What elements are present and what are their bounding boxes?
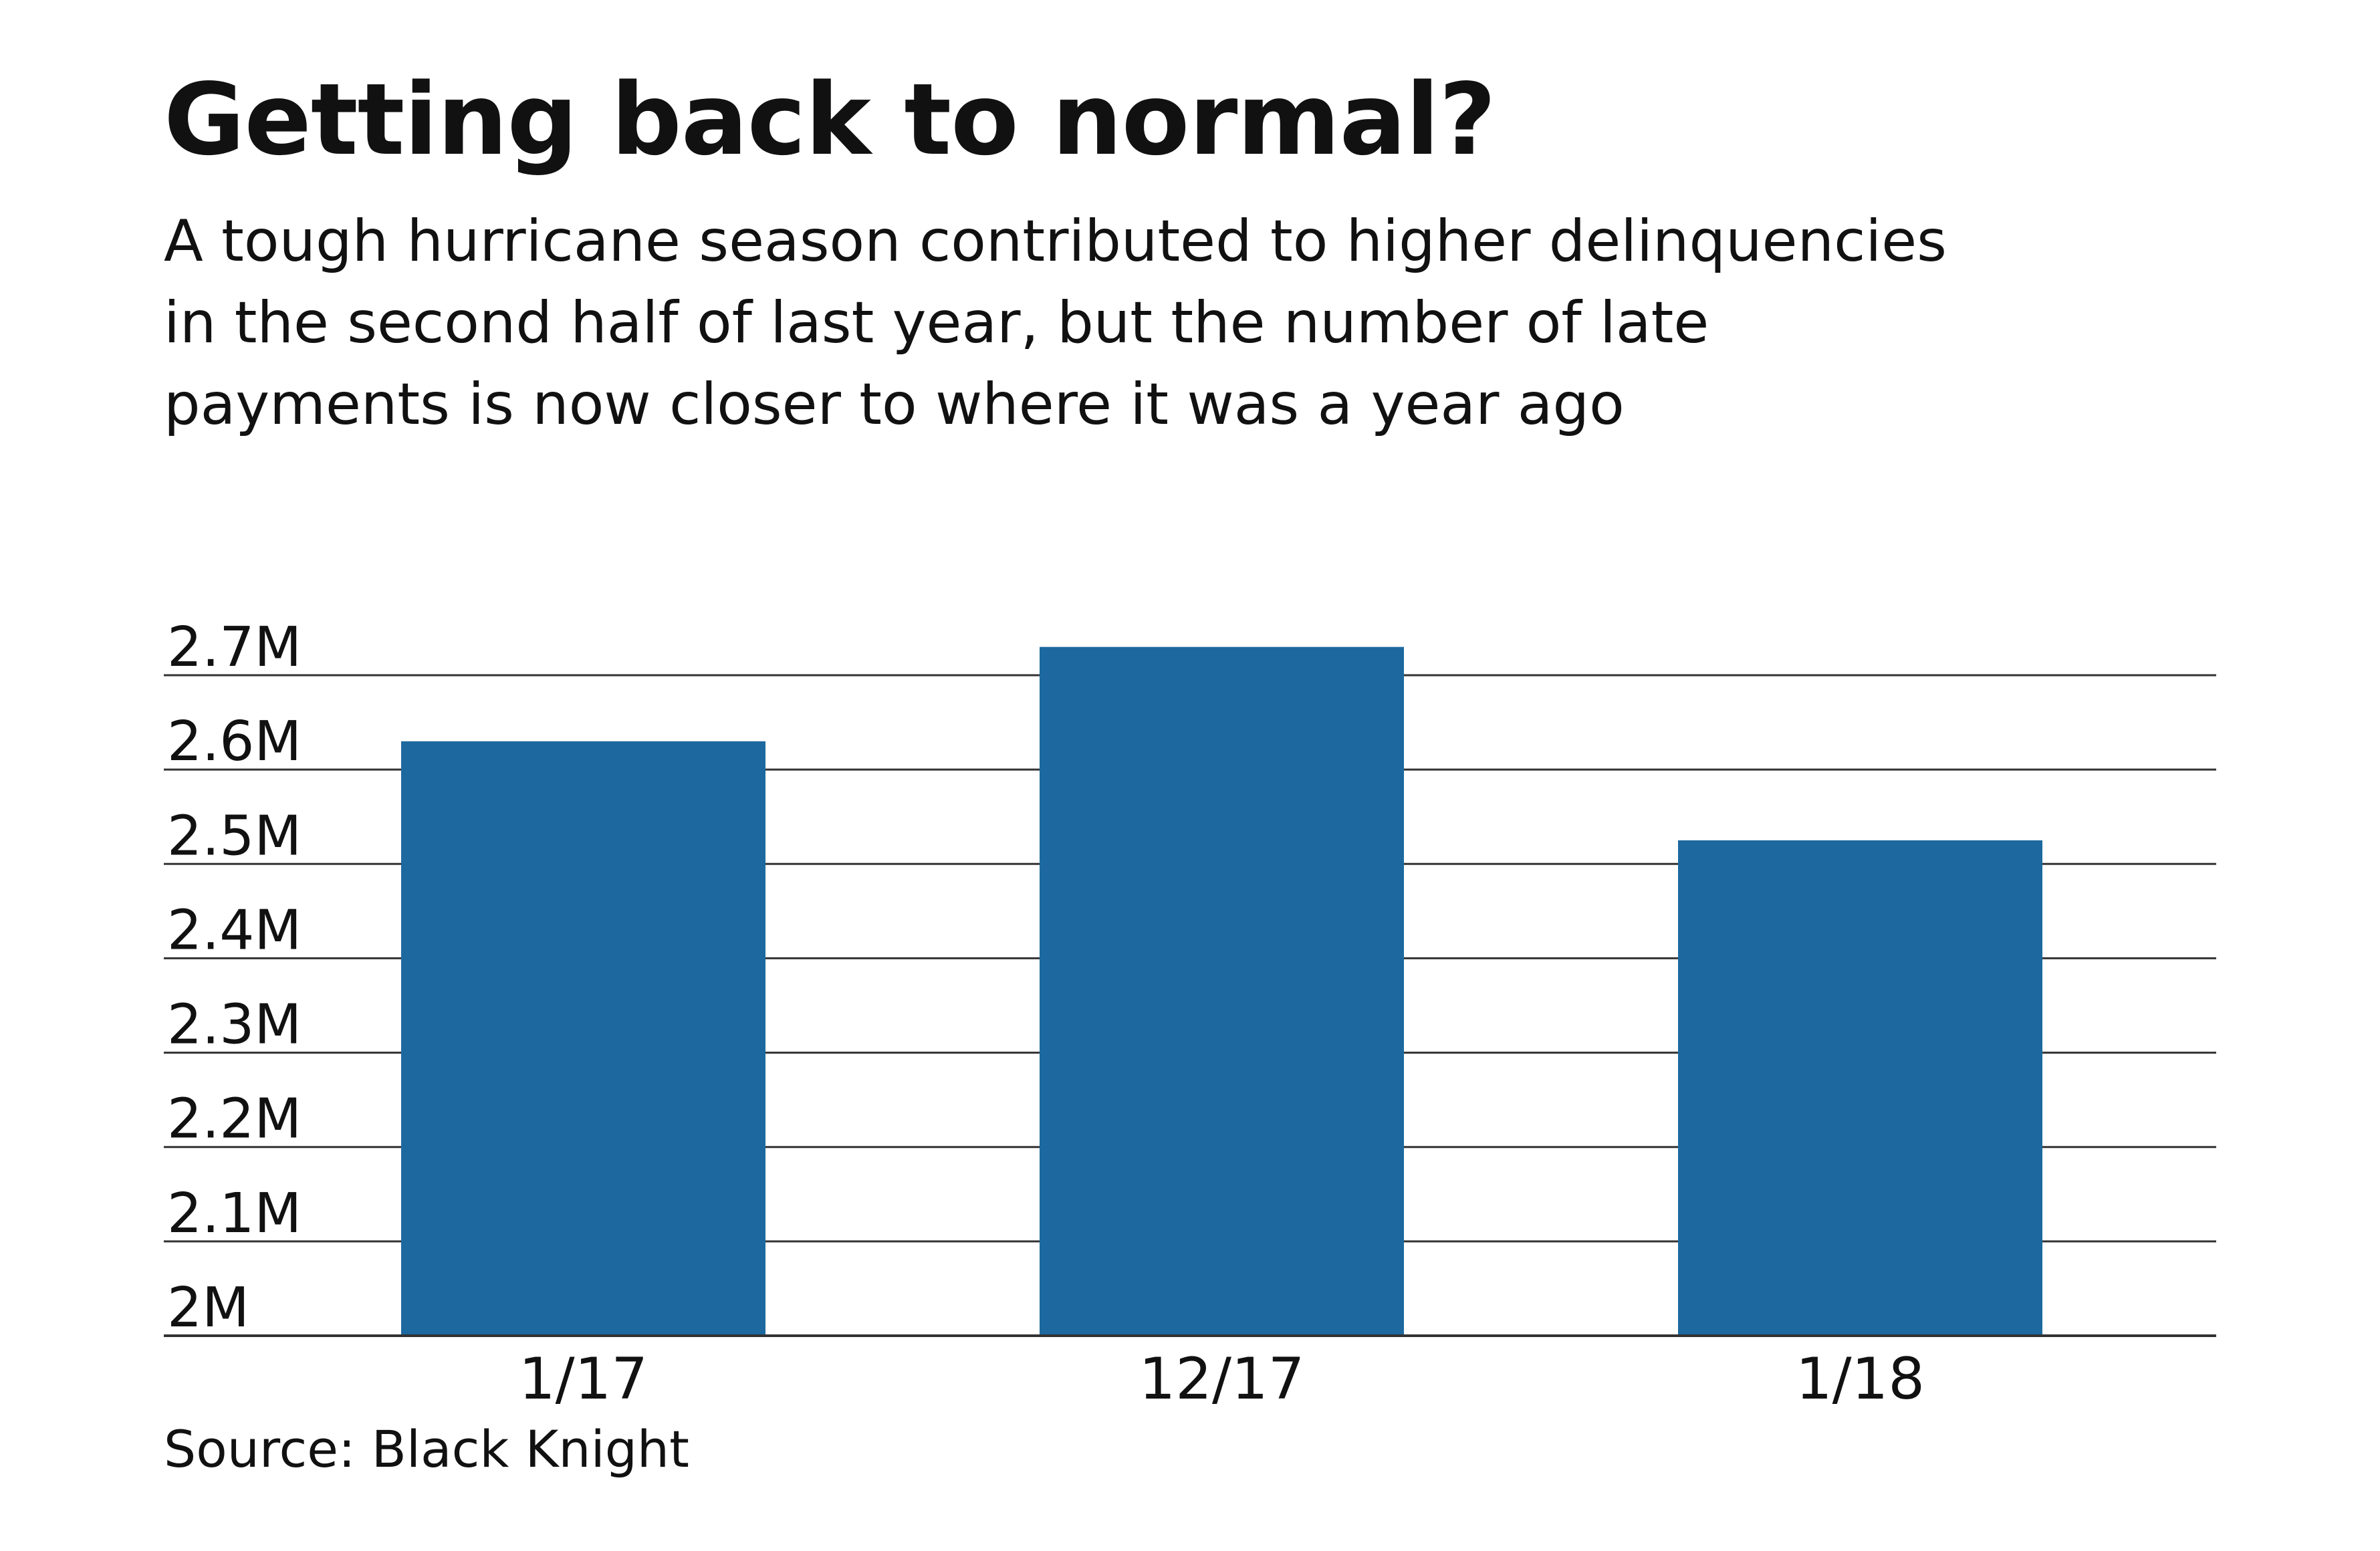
subtitle-line: A tough hurricane season contributed to … xyxy=(164,208,1947,275)
y-axis-labels: 2M 2.1M 2.2M 2.3M 2.4M 2.5M 2.6M 2.7M xyxy=(167,616,302,1340)
bar xyxy=(401,741,765,1336)
bars xyxy=(401,646,2042,1336)
y-tick-label: 2.3M xyxy=(167,993,302,1057)
page-title: Getting back to normal? xyxy=(164,62,1496,177)
y-tick-label: 2.7M xyxy=(167,616,302,679)
x-tick-label: 1/17 xyxy=(519,1346,648,1413)
bar xyxy=(1040,646,1404,1336)
y-tick-label: 2.5M xyxy=(167,804,302,868)
y-tick-label: 2.2M xyxy=(167,1088,302,1151)
x-tick-label: 1/18 xyxy=(1796,1346,1925,1413)
subtitle-line: in the second half of last year, but the… xyxy=(164,289,1709,356)
y-tick-label: 2.1M xyxy=(167,1182,302,1245)
x-axis-labels: 1/17 12/17 1/18 xyxy=(519,1346,1925,1413)
x-tick-label: 12/17 xyxy=(1139,1346,1305,1413)
y-tick-label: 2.4M xyxy=(167,899,302,962)
y-tick-label: 2.6M xyxy=(167,710,302,773)
source-note: Source: Black Knight xyxy=(164,1419,689,1479)
bar xyxy=(1678,840,2042,1336)
subtitle-line: payments is now closer to where it was a… xyxy=(164,371,1625,438)
y-tick-label: 2M xyxy=(167,1276,249,1340)
page-subtitle: A tough hurricane season contributed to … xyxy=(164,201,1947,445)
